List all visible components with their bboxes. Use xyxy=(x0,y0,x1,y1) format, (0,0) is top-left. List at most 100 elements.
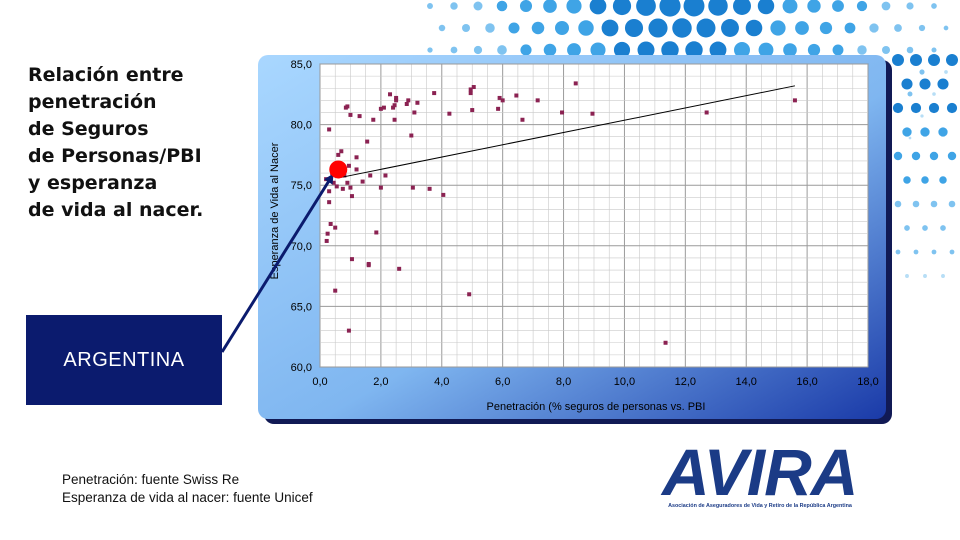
decor-dot xyxy=(937,78,949,90)
decor-dot xyxy=(783,43,797,57)
data-point xyxy=(324,238,329,243)
data-point xyxy=(327,200,332,205)
sources-note: Penetración: fuente Swiss Re Esperanza d… xyxy=(62,471,313,507)
data-point xyxy=(371,117,376,122)
x-tick-label: 14,0 xyxy=(736,376,757,388)
decor-dot xyxy=(601,19,619,37)
decor-dot xyxy=(946,54,958,66)
decor-dot xyxy=(908,136,912,140)
decor-dot xyxy=(461,23,471,33)
y-tick-label: 65,0 xyxy=(291,301,312,313)
decor-dot xyxy=(932,92,936,96)
decor-dot xyxy=(819,21,833,35)
data-point xyxy=(415,100,420,105)
decor-dot xyxy=(919,78,931,90)
decor-dot xyxy=(892,54,904,66)
decor-dot xyxy=(911,151,921,161)
decor-dot xyxy=(496,0,508,12)
decor-dot xyxy=(832,44,844,56)
decor-dot xyxy=(929,151,939,161)
y-tick-label: 70,0 xyxy=(291,241,312,253)
decor-dot xyxy=(637,41,655,59)
data-point xyxy=(514,93,519,98)
data-point xyxy=(704,110,709,115)
decor-dot xyxy=(636,0,656,16)
decor-dot xyxy=(613,41,631,59)
data-point xyxy=(590,111,595,116)
decor-dot xyxy=(589,0,607,15)
data-point xyxy=(410,185,415,190)
data-point xyxy=(497,95,502,100)
data-point xyxy=(339,149,344,154)
decor-dot xyxy=(946,102,958,114)
decor-dot xyxy=(930,200,938,208)
data-point xyxy=(427,186,432,191)
decor-dot xyxy=(450,46,458,54)
decor-dot xyxy=(543,43,557,57)
logo-subtitle: Asociación de Aseguradores de Vida y Ret… xyxy=(668,503,852,509)
data-point xyxy=(470,108,475,113)
decor-dot xyxy=(938,127,948,137)
decor-dot xyxy=(733,0,751,15)
decor-dot xyxy=(554,20,570,36)
data-point xyxy=(573,81,578,86)
decor-dot xyxy=(918,24,926,32)
data-point xyxy=(412,110,417,115)
data-point xyxy=(441,192,446,197)
decor-dot xyxy=(745,19,763,37)
decor-dot xyxy=(473,45,483,55)
data-point xyxy=(354,155,359,160)
country-label: ARGENTINA xyxy=(63,348,185,371)
decor-dot xyxy=(807,43,821,57)
decor-dot xyxy=(543,0,557,13)
data-point xyxy=(325,231,330,236)
decor-dot xyxy=(907,91,913,97)
decor-dot xyxy=(940,225,946,231)
source-line: Esperanza de vida al nacer: fuente Unice… xyxy=(62,490,313,505)
decor-dot xyxy=(590,42,606,58)
y-tick-label: 80,0 xyxy=(291,120,312,132)
decor-dot xyxy=(721,19,739,37)
decor-dot xyxy=(567,43,581,57)
decor-dot xyxy=(758,42,774,58)
decor-dot xyxy=(659,0,681,17)
data-point xyxy=(366,261,371,266)
data-point xyxy=(346,163,351,168)
decor-dot xyxy=(894,24,902,32)
decor-dot xyxy=(612,0,632,16)
source-line: Penetración: fuente Swiss Re xyxy=(62,472,240,487)
decor-dot xyxy=(931,47,937,53)
title-line: penetración xyxy=(28,91,157,113)
data-point xyxy=(374,230,379,235)
x-tick-label: 18,0 xyxy=(857,376,878,388)
avira-logo: AVIRA Asociación de Aseguradores de Vida… xyxy=(660,435,860,520)
data-point xyxy=(404,101,409,106)
data-point xyxy=(560,110,565,115)
title-line: Relación entre xyxy=(28,64,184,86)
decor-dot xyxy=(919,69,925,75)
data-point xyxy=(500,98,505,103)
data-point xyxy=(406,98,411,103)
decor-dot xyxy=(770,20,786,36)
decor-dot xyxy=(904,225,910,231)
x-tick-label: 8,0 xyxy=(556,376,571,388)
data-point xyxy=(346,328,351,333)
decor-dot xyxy=(531,21,545,35)
data-point xyxy=(345,180,350,185)
y-tick-label: 85,0 xyxy=(291,59,312,71)
decor-dot xyxy=(901,78,913,90)
slide-title: Relación entre penetración de Seguros de… xyxy=(28,62,258,224)
data-point xyxy=(357,114,362,119)
y-axis-label: Esperanza de Vida al Nacer xyxy=(269,142,281,279)
decor-dot xyxy=(928,54,940,66)
decor-dot xyxy=(902,127,912,137)
decor-dot xyxy=(910,102,922,114)
decor-dot xyxy=(923,274,927,278)
decor-dot xyxy=(931,249,937,255)
decor-dot xyxy=(438,24,446,32)
data-point xyxy=(388,92,393,97)
data-point xyxy=(354,167,359,172)
decor-dot xyxy=(807,0,821,13)
